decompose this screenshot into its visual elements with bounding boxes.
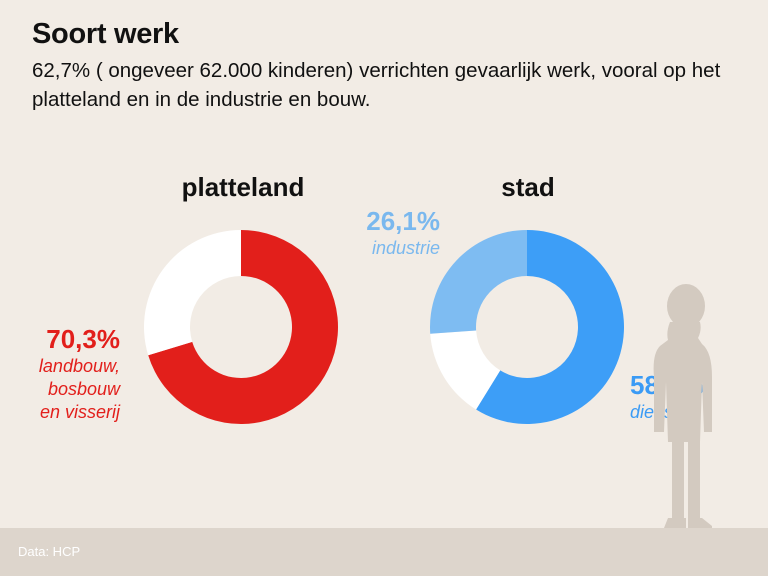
slice-diensten bbox=[476, 230, 625, 425]
slice-overig bbox=[430, 330, 501, 410]
child-silhouette-icon bbox=[653, 284, 712, 530]
label-landbouw: 70,3% landbouw, bosbouw en visserij bbox=[0, 324, 120, 424]
donut-title-stad: stad bbox=[501, 172, 555, 202]
data-source: Data: HCP bbox=[18, 544, 81, 559]
slice-landbouw bbox=[148, 230, 338, 424]
donut-stad bbox=[430, 230, 625, 425]
chart-title: Soort werk bbox=[32, 18, 179, 50]
label-landbouw-line-2: bosbouw bbox=[47, 379, 120, 399]
label-landbouw-line-3: en visserij bbox=[39, 402, 120, 422]
label-industrie: 26,1% industrie bbox=[340, 206, 440, 260]
label-industrie-category: industrie bbox=[371, 238, 440, 258]
slice-industrie bbox=[430, 230, 527, 334]
donut-title-platteland: platteland bbox=[181, 172, 305, 202]
donut-platteland bbox=[144, 230, 338, 424]
label-industrie-value: 26,1% bbox=[366, 206, 440, 236]
footer-bar: Data: HCP bbox=[0, 528, 768, 576]
label-landbouw-value: 70,3% bbox=[46, 324, 120, 354]
chart-subtitle: 62,7% ( ongeveer 62.000 kinderen) verric… bbox=[32, 59, 721, 111]
label-landbouw-line-1: landbouw, bbox=[38, 356, 120, 376]
slice-overig bbox=[144, 230, 241, 356]
